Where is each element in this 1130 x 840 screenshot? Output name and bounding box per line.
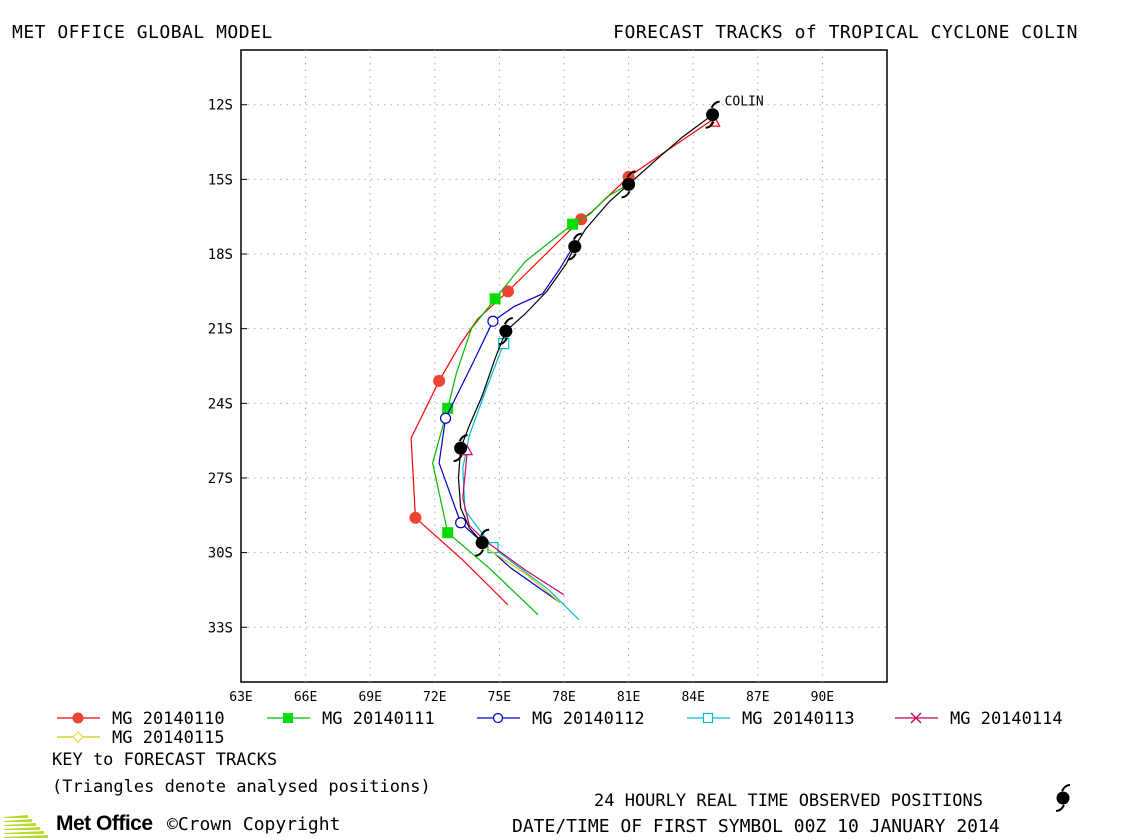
x-tick-label: 63E (229, 690, 252, 705)
y-tick-label: 12S (208, 98, 233, 114)
y-tick-label: 15S (208, 172, 233, 188)
track-marker (409, 511, 422, 524)
legend-entry-label: MG 20140113 (742, 709, 855, 729)
triangles-note: (Triangles denote analysed positions) (52, 777, 431, 797)
cyclone-arm (705, 121, 715, 129)
cyclone-arm (626, 170, 636, 178)
legend-marker (492, 712, 504, 724)
track-marker (567, 218, 579, 230)
track-series (438, 243, 576, 603)
legend-symbols (57, 712, 1071, 812)
track-series (432, 183, 629, 616)
track-line (462, 333, 580, 621)
cyclone-symbol-icon (706, 108, 720, 122)
legend-entry-label: MG 20140114 (950, 709, 1063, 729)
header-left-title: MET OFFICE GLOBAL MODEL (12, 22, 273, 43)
cyclone-symbol-icon (454, 441, 468, 455)
legend-marker (910, 712, 922, 724)
plot-frame (240, 49, 888, 683)
cyclone-symbol-icon (622, 177, 636, 191)
cyclone-arm (498, 337, 508, 346)
x-tick-label: 84E (681, 690, 704, 705)
logo-stripe (4, 815, 28, 818)
track-marker (439, 412, 452, 424)
legend-marker (72, 731, 84, 743)
forecast-tracks (409, 115, 721, 621)
legend-entry-label: MG 20140110 (112, 709, 225, 729)
cyclone-arm (503, 317, 513, 325)
y-tick-label: 33S (208, 620, 233, 636)
legend-marker (283, 713, 293, 723)
key-title: KEY to FORECAST TRACKS (52, 750, 278, 770)
y-tick-label: 30S (208, 546, 233, 562)
x-tick-label: 78E (552, 690, 575, 705)
track-line (432, 183, 629, 616)
y-tick-label: 24S (208, 396, 233, 412)
cyclone-arm (453, 454, 463, 463)
gridlines (241, 50, 887, 682)
legend-marker (702, 712, 714, 724)
cyclone-symbol-icon (475, 536, 489, 550)
copyright-text: ©Crown Copyright (167, 814, 341, 835)
cyclone-arm (621, 190, 631, 199)
storm-name-label: COLIN (725, 95, 764, 110)
copyright-label: Crown Copyright (177, 814, 341, 835)
track-marker (487, 315, 499, 327)
cyclone-arm (475, 549, 485, 557)
x-tick-label: 87E (746, 690, 769, 705)
legend-marker (72, 712, 84, 724)
met-office-wordmark: Met Office (56, 812, 153, 835)
cyclone-arm (710, 100, 720, 109)
logo-stripe (4, 835, 48, 838)
track-line (410, 119, 713, 606)
logo-stripe (4, 831, 44, 834)
cyclone-arm (480, 528, 490, 537)
cyclone-arm (567, 253, 577, 261)
x-tick-label: 72E (423, 690, 446, 705)
legend-entry-label: MG 20140115 (112, 728, 225, 748)
observed-track: COLIN (453, 95, 764, 557)
track-marker (442, 527, 454, 539)
y-tick-label: 18S (208, 247, 233, 263)
x-tick-label: 90E (811, 690, 834, 705)
track-marker (455, 517, 467, 529)
y-tick-label: 21S (208, 322, 233, 338)
cyclone-symbol-icon (499, 324, 513, 338)
cyclone-symbol-icon (568, 240, 582, 254)
track-marker (433, 374, 446, 387)
track-marker (442, 402, 454, 414)
legend-entry-label: MG 20140112 (532, 709, 645, 729)
cyclone-symbol-icon (1056, 791, 1070, 805)
cyclone-arm (458, 434, 468, 442)
datetime-note: DATE/TIME OF FIRST SYMBOL 00Z 10 JANUARY… (512, 816, 1000, 837)
x-tick-label: 81E (617, 690, 640, 705)
cyclone-arm (1055, 804, 1065, 812)
met-office-logo-icon (4, 815, 48, 838)
x-tick-label: 66E (294, 690, 317, 705)
y-tick-label: 27S (208, 471, 233, 487)
cyclone-arm (572, 232, 582, 241)
branding: Met Office ©Crown Copyright (4, 812, 384, 838)
track-marker (489, 293, 501, 305)
x-tick-label: 75E (488, 690, 511, 705)
track-series (409, 119, 713, 606)
logo-stripe (4, 827, 40, 830)
x-tick-label: 69E (358, 690, 381, 705)
logo-stripe (4, 819, 32, 822)
track-marker (502, 285, 515, 298)
logo-stripe (4, 823, 36, 826)
cyclone-arm (1061, 784, 1071, 792)
header-chart-title: FORECAST TRACKS of TROPICAL CYCLONE COLI… (613, 22, 1078, 43)
track-line (438, 243, 576, 603)
legend-entry-label: MG 20140111 (322, 709, 435, 729)
observed-positions-note: 24 HOURLY REAL TIME OBSERVED POSITIONS (594, 791, 983, 811)
axis-ticks: 63E 66E 69E 72E 75E 78E 81E 84E 87E 90E 12S 15S 18S 2… (208, 98, 834, 705)
